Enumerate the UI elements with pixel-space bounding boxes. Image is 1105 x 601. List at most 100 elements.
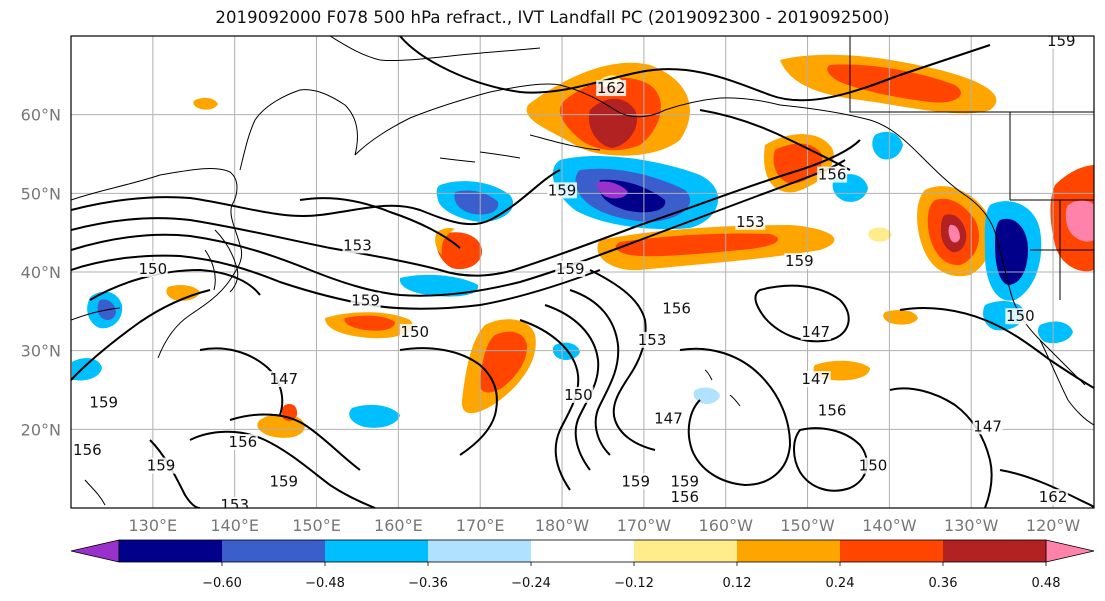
contour-label: 159	[1047, 32, 1076, 50]
lat-tick-label: 60°N	[21, 106, 61, 125]
shade-170e-blue-core	[454, 190, 499, 215]
contour-147-east	[754, 284, 850, 343]
contour-label-halo	[800, 371, 831, 388]
coast-aleutians	[439, 134, 601, 163]
contour-150-jet	[71, 254, 601, 310]
contour-162-north	[399, 36, 991, 102]
contour-label: 147	[269, 370, 298, 388]
coast-bc	[779, 104, 1086, 386]
contour-label-halo	[399, 323, 430, 340]
contour-label: 156	[818, 402, 847, 420]
lat-tick-label: 20°N	[21, 420, 61, 439]
map-frame	[70, 35, 1095, 509]
contour-label-halo	[1038, 489, 1069, 506]
contour-label: 162	[597, 79, 626, 97]
contour-156-north	[699, 109, 851, 171]
shade-130w-sm	[883, 310, 918, 325]
shade-158w-ylw	[868, 227, 892, 242]
colorbar-bin	[943, 540, 1047, 562]
contour-label-halo	[637, 331, 668, 348]
contour-label-halo	[72, 441, 103, 458]
lon-tick-label: 130°W	[944, 516, 999, 535]
colorbar-tick-label: 0.48	[1032, 576, 1061, 591]
shade-bc-pink	[948, 224, 960, 243]
contour-label-halo	[817, 166, 848, 183]
refractivity-contours	[71, 36, 1094, 508]
contour-label: 159	[89, 394, 118, 412]
contour-label-halo	[563, 386, 594, 403]
shade-east-blue2	[1037, 321, 1073, 344]
shade-gulf-top-red	[827, 64, 961, 103]
shade-175w-lblue	[693, 387, 720, 404]
contour-159-a	[71, 169, 561, 226]
shade-165e-red	[344, 315, 395, 331]
shade-right-pink	[1065, 200, 1094, 242]
shade-sw-orange	[166, 284, 200, 301]
contour-label-halo	[342, 237, 373, 254]
contour-156-trough	[544, 304, 600, 471]
coast-baja	[1039, 339, 1094, 426]
lon-tick-label: 160°E	[374, 516, 423, 535]
coast-hawaii	[704, 369, 741, 407]
shade-170w-blue-s	[552, 342, 580, 360]
contour-label: 147	[973, 417, 1002, 435]
contour-label-halo	[735, 213, 766, 230]
coast-alaska	[354, 83, 781, 156]
contour-label: 153	[343, 236, 372, 254]
shade-purple-core	[596, 181, 628, 199]
lon-tick-label: 130°E	[129, 516, 178, 535]
contour-159-center	[399, 347, 498, 456]
colorbar-bin	[634, 540, 738, 562]
anomaly-shading	[72, 54, 1094, 438]
contour-label: 159	[670, 472, 699, 490]
contour-153-trough	[569, 289, 620, 456]
colorbar-tick-label: −0.24	[511, 576, 551, 591]
contour-162-se	[999, 469, 1094, 508]
coast-kamchatka	[239, 89, 358, 171]
colorbar-bin	[119, 540, 223, 562]
contour-label-halo	[669, 473, 700, 490]
contour-label-halo	[1046, 36, 1077, 49]
lat-tick-label: 50°N	[21, 184, 61, 203]
lon-tick-label: 160°W	[699, 516, 754, 535]
colorbar-bin	[840, 540, 944, 562]
contour-label-halo	[858, 457, 889, 474]
contour-label: 156	[670, 488, 699, 506]
contour-153-jet	[71, 159, 846, 297]
contour-label: 156	[73, 441, 102, 459]
shade-jet-red	[615, 233, 779, 257]
colorbar-tick-label: −0.48	[305, 576, 345, 591]
coast-philippines	[84, 479, 106, 506]
contour-label: 159	[548, 181, 577, 199]
contour-156-s	[229, 413, 361, 471]
lon-tick-label: 180°W	[535, 516, 590, 535]
shade-175e	[436, 232, 483, 270]
contour-147-loop	[89, 268, 261, 301]
coast-japan	[204, 229, 239, 293]
lon-tick-label: 170°E	[456, 516, 505, 535]
shade-west-blue2	[72, 358, 102, 381]
lat-tick-label: 40°N	[21, 263, 61, 282]
shade-pnw-blue-core	[995, 218, 1028, 285]
colorbar-bin	[222, 540, 326, 562]
contour-147-low	[679, 347, 792, 487]
colorbar-bin	[531, 540, 635, 562]
colorbar-tick-label: −0.36	[408, 576, 448, 591]
coastlines	[71, 36, 1094, 506]
lon-tick-label: 140°W	[862, 516, 917, 535]
contour-label: 150	[1006, 307, 1035, 325]
contour-label: 150	[400, 323, 429, 341]
lon-tick-label: 150°W	[780, 516, 835, 535]
colorbar-tick-label: −0.60	[202, 576, 242, 591]
contour-label: 159	[147, 457, 176, 475]
contour-150-east	[899, 307, 1094, 389]
lon-tick-label: 120°W	[1026, 516, 1081, 535]
latitude-tick-labels: 20°N 30°N 40°N 50°N 60°N	[21, 106, 61, 440]
lon-tick-label: 150°E	[292, 516, 341, 535]
contour-150-trough	[589, 269, 656, 451]
colorbar-tick-label: 0.24	[826, 576, 855, 591]
contour-label: 150	[139, 260, 168, 278]
shade-175w-blue	[399, 274, 479, 297]
